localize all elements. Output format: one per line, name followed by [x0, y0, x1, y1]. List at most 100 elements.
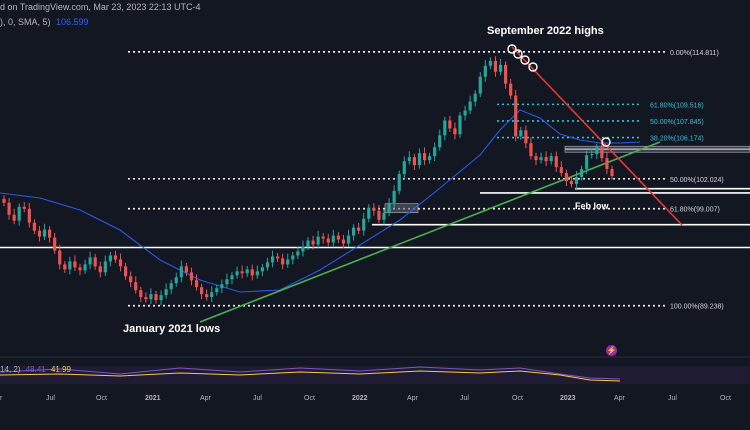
candle-body — [402, 161, 406, 175]
candle-body — [245, 269, 249, 274]
candle-body — [574, 177, 579, 184]
candle-body — [235, 271, 239, 276]
candle-body — [78, 267, 82, 271]
x-tick: Oct — [304, 395, 315, 402]
rsi-band — [0, 366, 750, 384]
candle-body — [286, 259, 290, 265]
fib-label: 50.00%(107.845) — [650, 119, 704, 126]
candle-body — [83, 264, 87, 271]
candle-body — [498, 64, 503, 72]
sma-prefix: ), 0, SMA, 5) — [0, 17, 51, 27]
fib-label: 50.00%(102.024) — [670, 177, 724, 184]
x-tick: Oct — [512, 395, 523, 402]
feb-low-label: Feb low — [575, 201, 609, 211]
rsi-signal-line — [0, 370, 621, 382]
candle-body — [179, 266, 183, 278]
fib-label: 100.00%(89.238) — [670, 304, 724, 311]
candle-body — [488, 60, 492, 66]
candle-body — [230, 275, 234, 280]
candle-body — [32, 222, 36, 231]
candle-body — [422, 153, 427, 161]
swing-high-marker — [520, 55, 530, 65]
x-tick: Oct — [96, 395, 107, 402]
january-2021-lows-label: January 2021 lows — [123, 323, 221, 335]
candle-body — [215, 288, 219, 293]
candle-body — [534, 156, 538, 161]
x-tick: Oct — [720, 395, 731, 402]
candle-body — [7, 202, 11, 215]
candle-body — [108, 255, 112, 262]
candle-body — [22, 206, 26, 209]
candle-body — [529, 143, 533, 157]
candle-body — [382, 212, 386, 220]
candle-body — [149, 294, 153, 300]
candle-body — [539, 157, 543, 161]
candle-body — [412, 157, 416, 166]
candle-body — [524, 130, 528, 144]
candle-body — [468, 101, 472, 111]
x-tick: Apr — [200, 395, 211, 402]
candle-body — [129, 276, 133, 283]
resistance-zone — [564, 145, 750, 153]
candle-body — [564, 173, 568, 181]
candle-body — [164, 289, 168, 296]
candle-body — [478, 76, 482, 94]
candle-body — [341, 239, 346, 244]
candle-body — [433, 147, 437, 157]
candle-body — [68, 261, 72, 270]
candle-body — [98, 266, 102, 273]
candle-body — [493, 60, 498, 72]
candle-body — [438, 135, 442, 148]
candle-body — [113, 255, 118, 260]
candle-body — [37, 230, 42, 237]
candle-body — [240, 271, 244, 274]
candle-body — [595, 147, 599, 155]
candle-body — [42, 229, 47, 237]
candle-body — [448, 120, 452, 129]
candle-body — [392, 190, 396, 203]
x-tick: 2021 — [145, 395, 161, 402]
candle-body — [250, 269, 254, 276]
candle-body — [12, 214, 16, 221]
candle-body — [357, 227, 361, 231]
candle-body — [134, 282, 138, 291]
candle-body — [331, 235, 335, 243]
candle-body — [473, 93, 477, 102]
indicator-icon[interactable]: ⚡ — [606, 345, 617, 356]
fib-label: 0.00%(114.811) — [670, 50, 719, 57]
x-tick: 2022 — [352, 395, 368, 402]
candle-body — [336, 235, 340, 240]
swing-high-marker — [513, 49, 523, 59]
x-tick: Jul — [46, 395, 55, 402]
candle-body — [514, 95, 518, 137]
candle-body — [118, 259, 123, 267]
swing-high-marker — [507, 44, 517, 54]
candle-body — [174, 277, 178, 284]
candle-body — [139, 290, 143, 298]
candle-body — [321, 236, 325, 239]
september-2022-highs-label: September 2022 highs — [487, 25, 604, 37]
rsi-value-1: 48.41 — [25, 365, 46, 374]
candle-body — [255, 271, 259, 276]
x-tick: Jul — [668, 395, 677, 402]
candle-body — [210, 292, 214, 298]
candle-body — [169, 283, 173, 290]
swing-high-marker — [528, 62, 538, 72]
candle-body — [554, 156, 558, 168]
candle-body — [407, 157, 411, 162]
candle-body — [585, 155, 589, 170]
rsi-value-2: 41.99 — [50, 365, 71, 374]
candle-body — [58, 250, 62, 265]
candle-body — [306, 240, 310, 247]
candle-body — [610, 169, 614, 177]
red-trendline — [511, 46, 683, 226]
candle-body — [2, 198, 6, 203]
fib-label: 61.80%(109.516) — [650, 102, 704, 109]
candle-body — [326, 238, 330, 243]
candle-body — [205, 294, 209, 298]
candle-body — [88, 257, 92, 265]
candle-body — [270, 256, 275, 263]
candle-body — [63, 264, 67, 270]
